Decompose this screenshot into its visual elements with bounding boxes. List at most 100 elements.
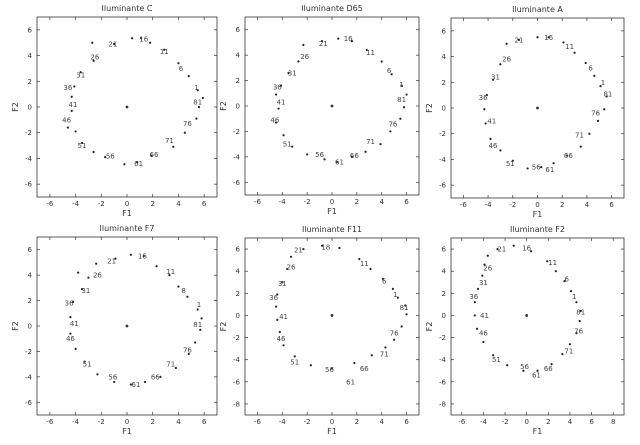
data-point: [330, 367, 334, 370]
y-tick-label: 6: [442, 246, 447, 254]
point-label: 81: [576, 309, 585, 317]
x-tick-label: -4: [480, 418, 488, 426]
data-point: [282, 344, 285, 347]
point-label: 66: [150, 151, 159, 159]
data-point: [70, 95, 73, 98]
data-point: [338, 246, 341, 250]
x-tick-label: 0: [125, 200, 129, 208]
point-label: 46: [277, 335, 286, 343]
y-tick-label: -4: [233, 153, 241, 161]
y-tick-label: 4: [442, 53, 447, 61]
x-tick-label: 0: [535, 201, 539, 209]
data-point: [492, 354, 495, 357]
x-tick-label: 4: [379, 198, 384, 206]
data-point: [187, 352, 190, 356]
data-point: [143, 380, 147, 384]
data-point: [404, 304, 407, 307]
data-point: [83, 360, 86, 363]
point-label: 76: [183, 120, 192, 128]
data-point: [505, 42, 508, 45]
y-tick-label: -2: [439, 130, 446, 138]
data-point: [73, 85, 76, 88]
point-label: 56: [106, 152, 115, 160]
data-point: [578, 319, 581, 323]
data-point: [80, 141, 84, 145]
data-point: [87, 276, 90, 279]
point-label: 51: [506, 160, 515, 168]
y-tick-label: 2: [442, 290, 446, 298]
data-point: [274, 305, 278, 308]
data-point: [517, 38, 521, 41]
data-point: [365, 48, 368, 52]
point-label: 61: [134, 160, 143, 168]
data-point: [149, 41, 152, 44]
point-label: 71: [564, 347, 573, 355]
panel-title: Iluminante F11: [302, 225, 362, 234]
origin-point: [525, 314, 529, 317]
point-label: 61: [346, 378, 355, 386]
x-tick-label: -4: [72, 200, 80, 208]
data-point: [320, 40, 324, 43]
x-tick-label: 4: [568, 418, 573, 426]
point-label: 26: [90, 53, 99, 61]
point-label: 61: [132, 381, 141, 389]
data-point: [491, 78, 495, 81]
panel-1: Iluminante C-6 -4 -2 0 2 4 6-6-4-20246F1F22116…: [11, 4, 218, 218]
point-label: 31: [491, 74, 500, 82]
data-point: [91, 41, 94, 44]
data-point: [496, 247, 499, 251]
y-tick-label: 0: [28, 323, 32, 331]
x-axis-label: F1: [533, 427, 543, 436]
point-label: 81: [193, 98, 202, 106]
point-label: 1: [572, 293, 576, 301]
point-label: 66: [151, 373, 160, 381]
data-point: [150, 154, 153, 157]
data-point: [569, 290, 573, 293]
point-label: 21: [497, 246, 506, 254]
y-tick-label: 4: [236, 52, 241, 60]
panel-6: Iluminante F2-6 -4 -2 0 2 4 6 8-8-6-4-20246F1F2…: [425, 225, 625, 436]
x-axis-label: F1: [327, 427, 337, 436]
data-point: [482, 340, 485, 344]
origin-point: [125, 105, 129, 109]
y-tick-label: 0: [236, 103, 240, 111]
origin-point: [330, 314, 334, 317]
data-point: [155, 265, 158, 268]
data-point: [405, 313, 408, 316]
x-tick-label: 2: [150, 200, 154, 208]
data-point: [379, 143, 382, 146]
data-point: [92, 59, 95, 62]
data-point: [554, 270, 557, 273]
y-tick-label: 6: [236, 246, 241, 254]
data-point: [476, 287, 480, 290]
data-point: [69, 316, 72, 319]
x-tick-label: 2: [355, 198, 359, 206]
origin-point: [330, 104, 334, 108]
data-point: [95, 262, 98, 265]
data-point: [393, 338, 396, 341]
data-point: [197, 105, 201, 109]
y-tick-label: -6: [233, 179, 241, 187]
point-label: 76: [574, 327, 583, 335]
x-tick-label: 0: [524, 418, 528, 426]
y-tick-label: 2: [236, 290, 240, 298]
data-point: [200, 317, 203, 320]
data-point: [584, 61, 587, 65]
x-tick-label: -6: [46, 418, 54, 426]
data-point: [286, 267, 289, 271]
data-point: [69, 332, 72, 335]
point-label: 41: [279, 313, 288, 321]
data-point: [297, 60, 300, 63]
data-point: [66, 126, 69, 129]
x-tick-label: -6: [458, 418, 466, 426]
point-label: 76: [388, 120, 397, 128]
y-tick-label: 0: [28, 104, 32, 112]
point-label: 21: [107, 258, 116, 266]
point-label: 41: [480, 312, 489, 320]
point-label: 46: [479, 330, 488, 338]
x-tick-label: 6: [202, 418, 207, 426]
point-label: 36: [469, 293, 478, 301]
data-point: [79, 71, 82, 74]
